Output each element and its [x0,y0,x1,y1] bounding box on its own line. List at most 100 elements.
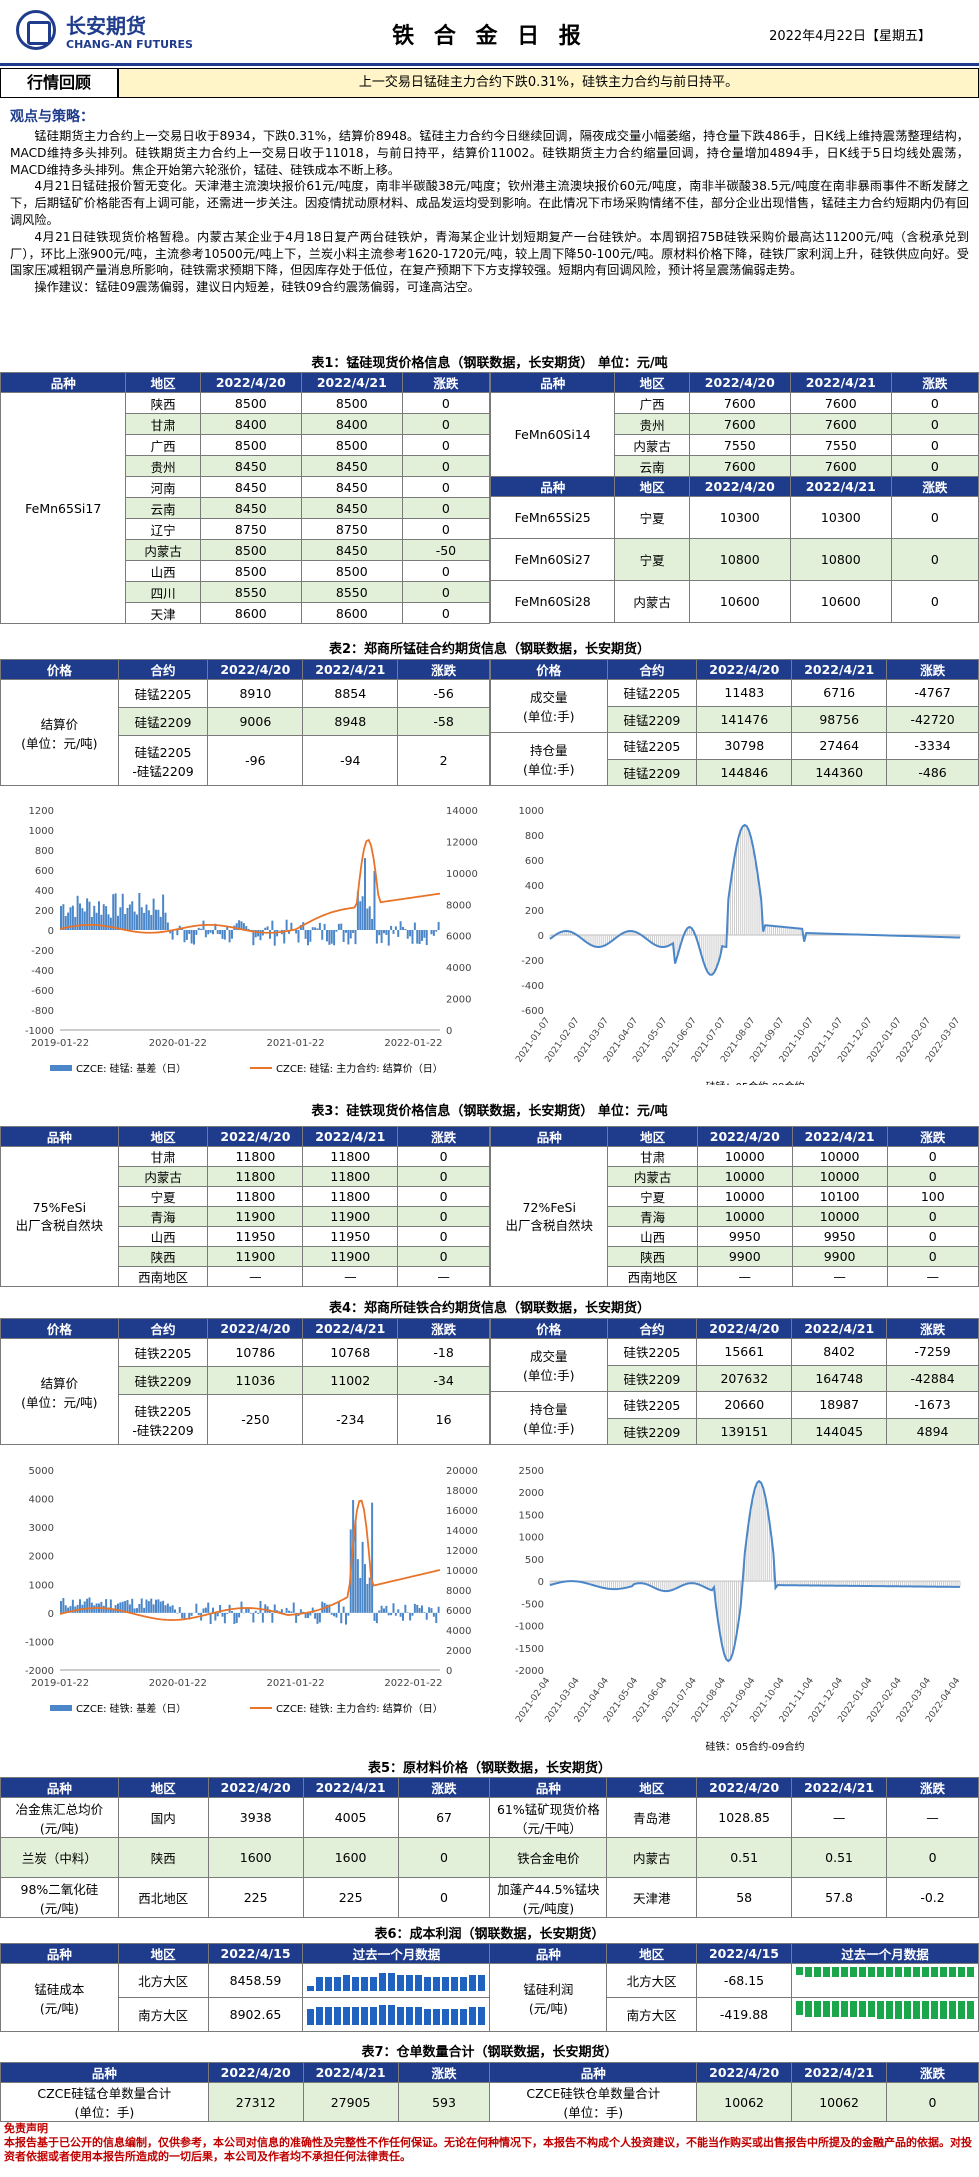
basis-bar [271,1612,274,1623]
open-interest-label: 持仓量 (单位:手) [490,1391,608,1445]
basis-bar [252,930,255,946]
table-row: FeMn65Si25 宁夏 10300 10300 0 [489,496,979,539]
basis-bar [269,930,271,939]
t7-caption: 表7：仓单数量合计（钢联数据，长安期货） [361,2045,618,2060]
table-cell: 陕西 [117,1837,209,1878]
y-tick-label: 0 [538,1577,544,1588]
basis-bar [124,1601,127,1613]
y-tick-label: 400 [525,881,544,892]
variety-name: FeMn60Si28 [489,580,616,623]
basis-bar [406,1612,409,1613]
variety-name: FeMn60Si14 [489,392,616,477]
table-cell: 0.51 [696,1837,793,1878]
basis-bar [64,915,67,930]
table-cell: 67 [397,1797,491,1838]
table-cell: 0 [397,1837,491,1878]
basis-bar [288,1610,290,1613]
table-cell: 8450 [199,455,302,477]
column-header: 2022/4/21 [789,372,892,393]
table-cell: 宁夏 [614,496,690,539]
basis-bar [190,930,193,944]
table-cell: 11900 [302,1206,399,1227]
y-tick-label: 1000 [519,1533,544,1544]
basis-bar [124,914,127,930]
table-cell: 硅锰2209 [606,705,698,733]
table-cell: 207632 [696,1364,793,1392]
table-cell: 11900 [207,1206,304,1227]
basis-bar [413,1603,416,1613]
sparkline-bar [849,1967,857,1977]
table-row: 持仓量 (单位:手) 硅锰2205 30798 27464 -3334 [490,732,979,786]
basis-bar [157,909,160,930]
table-row: 硅铁2209 139151 144045 4894 [491,1417,979,1445]
sparkline-bar [361,1977,369,1991]
basis-bar [259,930,262,941]
table-cell: — [791,1797,888,1838]
table-cell: 硅锰2209 [606,758,698,786]
column-header: 2022/4/21 [791,1318,888,1339]
sparkline-bar [795,1967,803,1975]
table-cell: CZCE硅锰仓单数量合计 (单位：手) [0,2082,209,2122]
basis-bar [390,1612,393,1616]
basis-bar [342,1606,345,1613]
table-cell: 4005 [302,1797,399,1838]
basis-bar [340,1612,343,1624]
sparkline-bar [804,1967,812,1977]
basis-bar [261,1612,264,1623]
basis-bar [254,930,257,938]
table-cell: -0.2 [886,1877,979,1918]
basis-bar [380,1605,383,1613]
column-header: 价格 [0,659,119,680]
basis-bar [235,1612,238,1623]
basis-bar [385,1605,388,1613]
table-cell: 6716 [791,679,888,707]
basis-bar [155,1599,157,1613]
basis-bar [394,1612,397,1616]
table-header-row: 品种 地区 2022/4/20 2022/4/21 涨跌 [489,1126,979,1147]
basis-bar [356,1559,359,1613]
sparkline-bar [885,1967,893,1977]
table-cell: 8458.59 [207,1963,304,1998]
column-header: 品种 [489,1777,608,1798]
table-cell: -1673 [886,1391,979,1419]
column-header: 地区 [606,1777,698,1798]
y-tick-label-right: 12000 [446,1546,478,1557]
basis-bar [321,1601,324,1613]
variety-name: 75%FeSi 出厂含税自然块 [0,1146,119,1287]
column-header: 品种 [0,2062,209,2083]
c2-spread-chart: 10008006004002000-200-400-6002021-01-072… [514,806,962,1085]
y-tick-label: -200 [521,956,544,967]
table-cell: 甘肃 [125,413,201,435]
y-tick-label-right: 2000 [446,1646,471,1657]
basis-bar [176,930,179,936]
sparkline-bar [334,2007,342,2025]
price-line [59,838,441,934]
basis-bar [295,1612,298,1623]
table-cell: 青岛港 [606,1797,698,1838]
sparkline-bar [885,2001,893,2019]
basis-bar [233,1612,236,1624]
basis-bar [212,1607,214,1613]
basis-bar [133,1608,136,1613]
column-header: 涨跌 [397,2062,491,2083]
table-cell: 0 [890,580,979,623]
table-cell: 0 [401,413,491,435]
column-header: 2022/4/21 [302,1777,399,1798]
basis-bar [378,930,381,936]
y-tick-label-left: 200 [35,906,54,917]
sparkline-bar [451,1977,459,1991]
company-name-en: CHANG-AN FUTURES [66,38,193,51]
y-tick-label-left: -800 [31,1006,54,1017]
table-cell: 8500 [300,560,403,582]
column-header: 涨跌 [886,2062,979,2083]
t5-caption: 表5：原材料价格（钢联数据，长安期货） [367,1761,612,1776]
table-header-row: 价格 合约 2022/4/20 2022/4/21 涨跌 [0,1318,490,1339]
table-cell: 7600 [688,455,791,477]
basis-bar [345,930,347,933]
table-cell: 8902.65 [207,1997,304,2032]
basis-bar [188,930,191,934]
column-header: 地区 [125,372,201,393]
sparkline-cell [302,1963,491,1998]
table-cell: 8500 [199,392,302,414]
y-tick-label: -600 [521,1006,544,1017]
